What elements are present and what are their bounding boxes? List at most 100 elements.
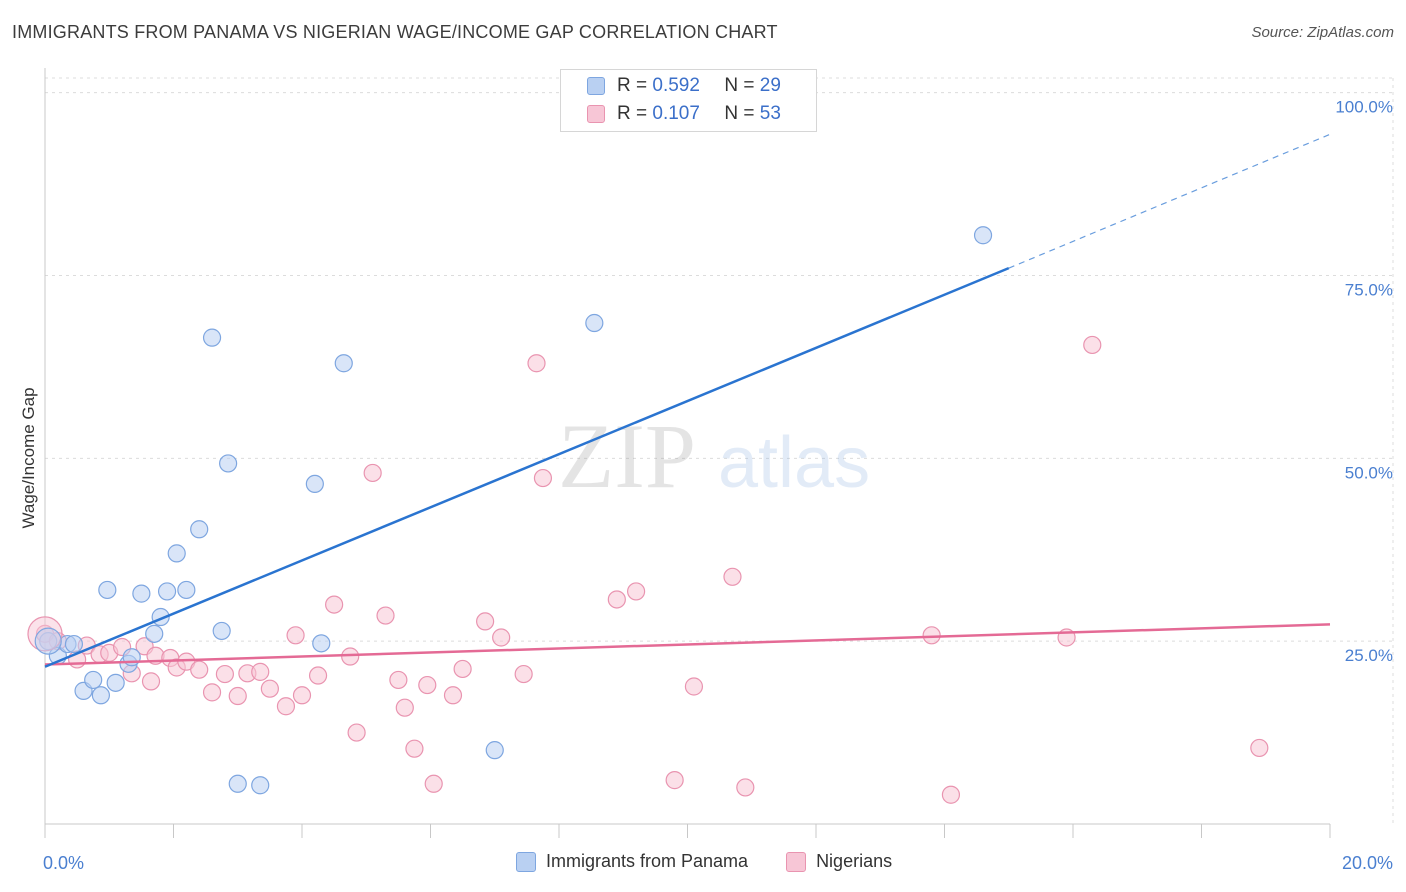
nigerian-point xyxy=(308,666,328,685)
nigerian-point xyxy=(1083,335,1102,355)
panama-point xyxy=(98,580,117,600)
panama-point xyxy=(91,686,110,705)
fit-lines xyxy=(44,133,1331,668)
nigerian-point xyxy=(405,739,424,758)
legend-swatch-blue xyxy=(587,77,605,95)
nigerian-point xyxy=(228,686,247,706)
watermark-zip: ZIP xyxy=(558,405,696,507)
nigerian-point xyxy=(665,771,684,790)
legend-item-panama[interactable]: Immigrants from Panama xyxy=(516,851,748,872)
watermark: ZIP atlas xyxy=(558,405,870,507)
panama-point xyxy=(64,634,84,654)
legend-swatch-blue xyxy=(516,851,536,872)
nigerian-point xyxy=(251,662,270,681)
panama-trend-line xyxy=(44,267,1010,668)
x-tick-label: 20.0% xyxy=(1342,853,1393,873)
legend-n-value: 53 xyxy=(759,103,781,124)
nigerian-point xyxy=(453,659,472,679)
panama-point xyxy=(167,544,186,563)
panama-point xyxy=(106,673,125,692)
nigerian-point xyxy=(1250,738,1269,758)
legend-n-label: N = xyxy=(724,103,755,124)
nigerian-point xyxy=(215,664,234,684)
nigerian-point xyxy=(260,679,279,698)
nigerian-point xyxy=(389,670,408,690)
nigerian-point xyxy=(347,723,366,742)
panama-point xyxy=(334,354,353,373)
nigerian-point xyxy=(922,626,941,645)
y-tick-label: 50.0% xyxy=(1345,463,1393,482)
nigerian-point xyxy=(533,468,553,488)
y-tick-label: 75.0% xyxy=(1345,280,1393,299)
nigerian-point xyxy=(341,647,360,666)
nigerian-point xyxy=(476,612,495,631)
nigerian-point xyxy=(514,664,533,684)
panama-point xyxy=(190,520,209,539)
tick-labels: 25.0% 50.0% 75.0% 100.0% 0.0% 20.0% xyxy=(43,98,1393,873)
nigerian-point xyxy=(292,686,312,705)
nigerian-point xyxy=(941,785,961,804)
panama-trend-extension xyxy=(1008,133,1331,269)
legend-n-label: N = xyxy=(724,75,755,96)
panama-cluster-point xyxy=(34,627,62,655)
nigerian-point xyxy=(492,628,511,647)
nigerian-point xyxy=(684,677,704,696)
nigerian-point xyxy=(424,774,443,793)
nigerian-point xyxy=(736,778,755,797)
nigerian-point xyxy=(141,672,161,691)
legend-r-label: R = xyxy=(617,75,648,96)
panama-point xyxy=(132,584,151,603)
panama-point xyxy=(585,313,604,333)
panama-point xyxy=(312,634,331,653)
legend-n-value: 29 xyxy=(759,75,781,96)
panama-point xyxy=(251,776,270,795)
panama-point xyxy=(145,624,164,643)
x-tick-label: 0.0% xyxy=(43,853,84,873)
y-tick-label: 100.0% xyxy=(1335,98,1393,117)
y-tick-label: 25.0% xyxy=(1345,646,1393,665)
nigerian-point xyxy=(395,698,414,717)
nigerian-point xyxy=(276,697,296,716)
legend-row-panama: R = 0.592 N = 29 xyxy=(587,74,781,98)
nigerian-point xyxy=(325,595,344,614)
legend-r-label: R = xyxy=(617,103,648,124)
nigerian-point xyxy=(723,567,742,586)
nigerian-point xyxy=(527,354,546,373)
nigerian-trend-line xyxy=(44,623,1331,666)
legend-r-value: 0.107 xyxy=(652,103,700,124)
nigerian-point xyxy=(190,660,209,679)
legend-row-nigerians: R = 0.107 N = 53 xyxy=(587,102,781,126)
source-credit: Source: ZipAtlas.com xyxy=(1251,24,1394,41)
nigerian-point xyxy=(626,582,646,601)
nigerian-point xyxy=(443,686,463,705)
legend-label: Immigrants from Panama xyxy=(546,851,749,871)
nigerian-point xyxy=(418,675,437,695)
nigerian-point xyxy=(286,626,305,645)
watermark-atlas: atlas xyxy=(718,423,870,503)
nigerian-point xyxy=(376,606,395,625)
nigerian-point xyxy=(607,590,626,609)
legend-label: Nigerians xyxy=(816,851,893,871)
panama-point xyxy=(305,474,324,494)
series-legend: Immigrants from Panama Nigerians xyxy=(516,851,930,872)
panama-point xyxy=(157,582,177,601)
legend-swatch-pink xyxy=(587,105,605,123)
chart-title: IMMIGRANTS FROM PANAMA VS NIGERIAN WAGE/… xyxy=(12,22,778,42)
legend-r-value: 0.592 xyxy=(652,75,700,96)
panama-point xyxy=(84,670,103,690)
legend-item-nigerians[interactable]: Nigerians xyxy=(786,851,892,872)
panama-point xyxy=(212,621,231,641)
y-axis-label: Wage/Income Gap xyxy=(19,387,38,529)
nigerian-point xyxy=(202,683,222,702)
data-points xyxy=(27,226,1269,804)
panama-point xyxy=(485,741,504,760)
panama-point xyxy=(973,226,993,245)
nigerian-point xyxy=(363,463,382,483)
panama-point xyxy=(202,328,222,347)
panama-point xyxy=(177,580,196,600)
legend-swatch-pink xyxy=(786,851,807,872)
axes xyxy=(44,68,1331,838)
panama-point xyxy=(219,454,238,473)
panama-point xyxy=(228,774,247,793)
